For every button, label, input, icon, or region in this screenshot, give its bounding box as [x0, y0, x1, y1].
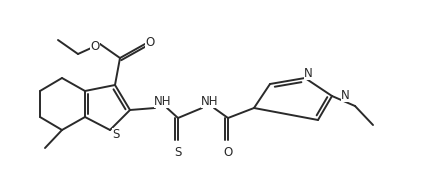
Text: S: S [112, 127, 119, 140]
Text: S: S [174, 146, 181, 158]
Text: N: N [340, 89, 349, 102]
Text: NH: NH [201, 96, 218, 108]
Text: O: O [223, 146, 232, 158]
Text: O: O [90, 39, 99, 52]
Text: O: O [145, 36, 154, 49]
Text: NH: NH [154, 96, 171, 108]
Text: N: N [303, 67, 312, 80]
